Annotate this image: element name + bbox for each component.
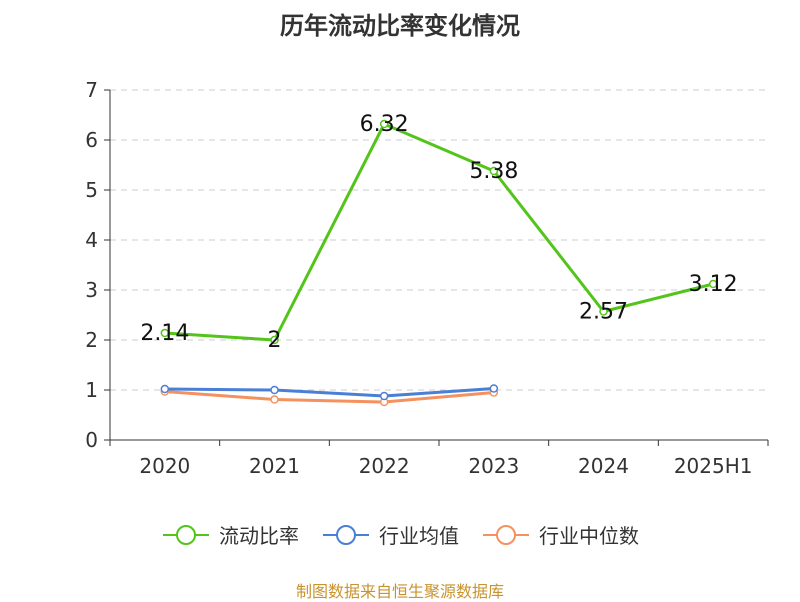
legend-item[interactable]: 行业中位数	[481, 520, 639, 549]
legend-label: 行业中位数	[539, 524, 639, 548]
data-labels: 2.14 2 6.32 5.38 2.57 3.12	[140, 112, 737, 353]
series-line	[164, 122, 714, 342]
chart-title: 历年流动比率变化情况	[280, 12, 520, 40]
legend-marker-icon	[163, 524, 209, 545]
data-point	[379, 119, 389, 129]
x-tick-label: 2021	[249, 454, 300, 478]
y-tick-label: 4	[85, 228, 98, 252]
series-line	[164, 387, 494, 398]
series-line	[164, 390, 494, 404]
y-tick-label: 3	[85, 278, 98, 302]
data-point	[270, 385, 279, 395]
y-tick-label: 2	[85, 328, 98, 352]
data-point	[708, 279, 718, 289]
legend-marker-icon	[323, 524, 369, 545]
data-point	[270, 395, 279, 404]
x-tick-label: 2025H1	[674, 454, 753, 478]
y-tick-label: 7	[85, 78, 98, 102]
data-point	[489, 166, 499, 176]
data-label: 5.38	[469, 159, 518, 184]
data-label: 3.12	[689, 272, 738, 297]
y-tick-label: 1	[85, 378, 98, 402]
y-tick-label: 5	[85, 178, 98, 202]
data-label: 2.14	[140, 321, 189, 346]
x-tick-label: 2022	[359, 454, 410, 478]
data-point	[599, 307, 608, 316]
y-tick-label: 6	[85, 128, 98, 152]
legend-marker-icon	[483, 524, 529, 545]
legend-label: 行业均值	[379, 524, 459, 548]
x-tick-label: 2024	[578, 454, 629, 478]
data-point	[270, 335, 279, 345]
x-tick-label: 2020	[139, 454, 190, 478]
data-point	[160, 384, 170, 394]
x-tick-label: 2023	[468, 454, 519, 478]
series-lines	[160, 119, 718, 407]
gridlines	[110, 89, 768, 391]
y-tick-label: 0	[85, 428, 98, 452]
axes: 0 1 2 3 4 5 6 7 2020 2021 2022 2023 2024 2025H1	[85, 78, 769, 478]
data-point	[379, 391, 389, 401]
legend-item[interactable]: 流动比率	[161, 520, 299, 549]
legend-label: 流动比率	[219, 524, 299, 548]
data-point	[489, 384, 499, 393]
source-note: 制图数据来自恒生聚源数据库	[295, 582, 504, 601]
data-label: 2	[268, 328, 282, 353]
data-point	[160, 328, 170, 338]
legend: 流动比率 行业均值 行业中位数	[0, 520, 800, 549]
data-label: 2.57	[579, 300, 628, 325]
legend-item[interactable]: 行业均值	[321, 520, 459, 549]
data-label: 6.32	[360, 112, 409, 137]
